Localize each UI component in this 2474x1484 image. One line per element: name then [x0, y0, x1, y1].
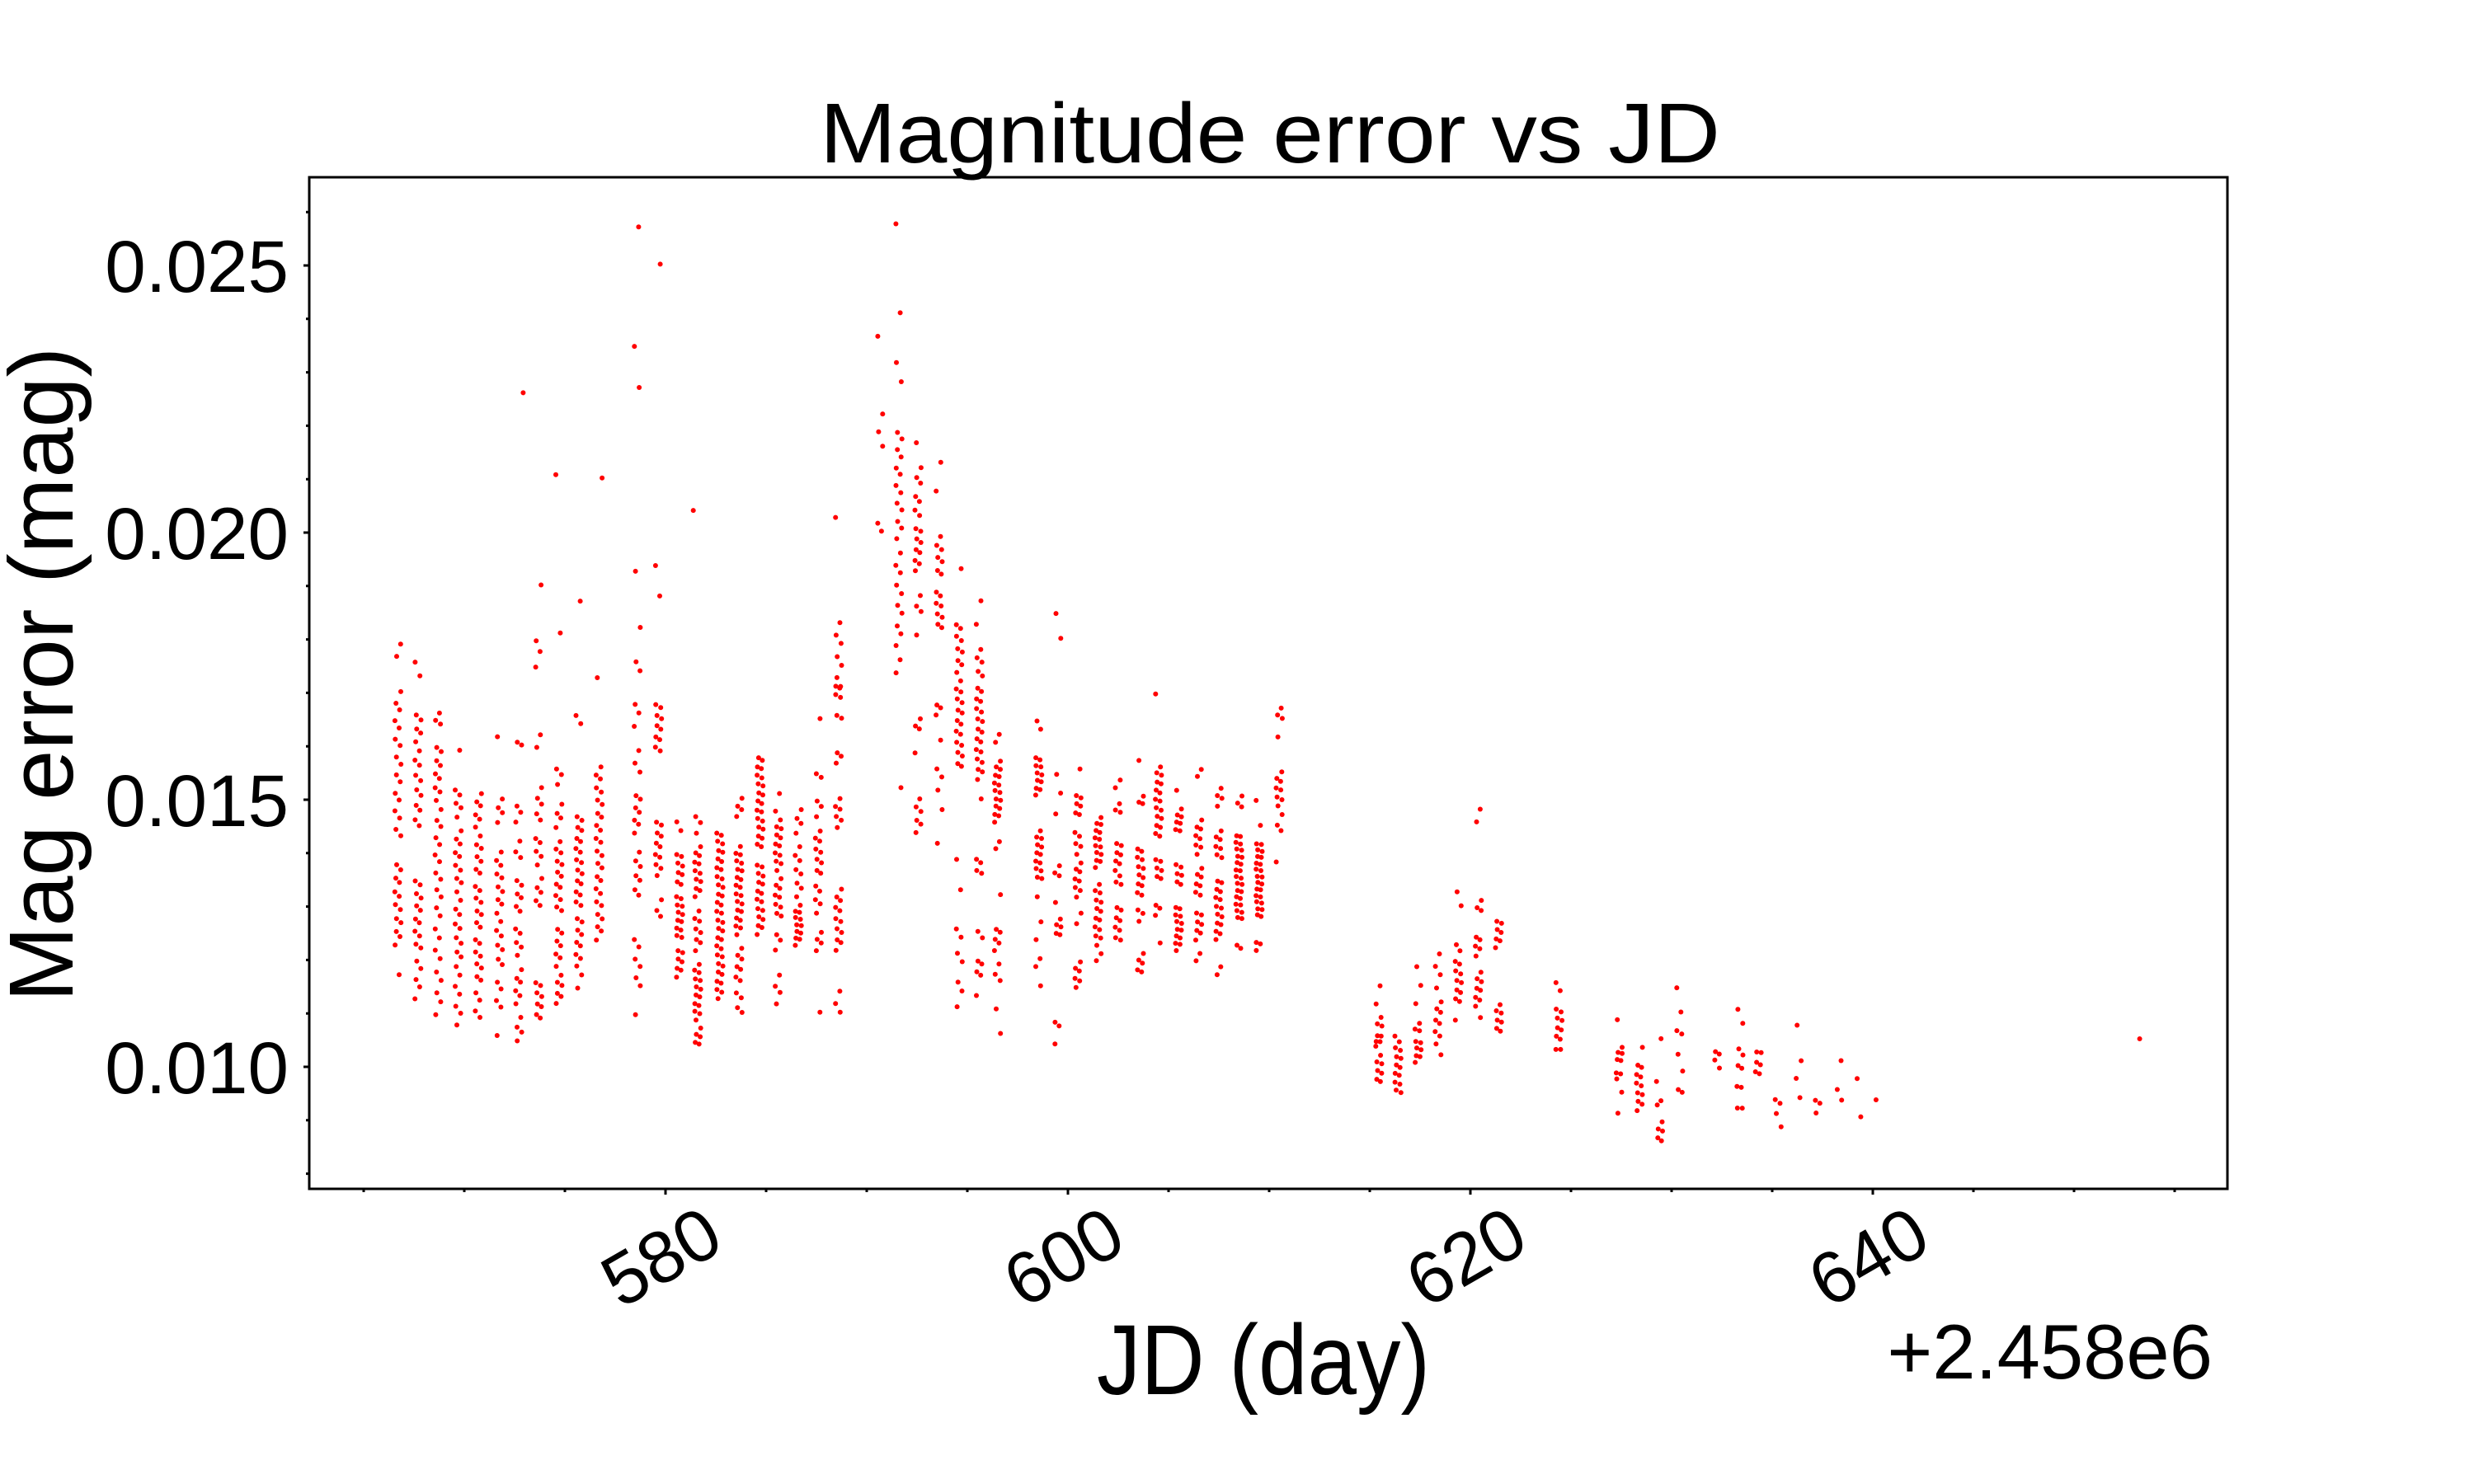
svg-text:0.015: 0.015 — [105, 759, 289, 842]
svg-text:Mag error (mag): Mag error (mag) — [0, 347, 92, 1003]
svg-text:0.025: 0.025 — [105, 225, 289, 308]
svg-text:0.010: 0.010 — [105, 1026, 289, 1109]
svg-text:JD (day): JD (day) — [1097, 1305, 1430, 1416]
svg-text:+2.458e6: +2.458e6 — [1887, 1308, 2213, 1395]
svg-text:0.020: 0.020 — [105, 492, 289, 575]
svg-text:Magnitude error vs JD: Magnitude error vs JD — [820, 86, 1720, 181]
